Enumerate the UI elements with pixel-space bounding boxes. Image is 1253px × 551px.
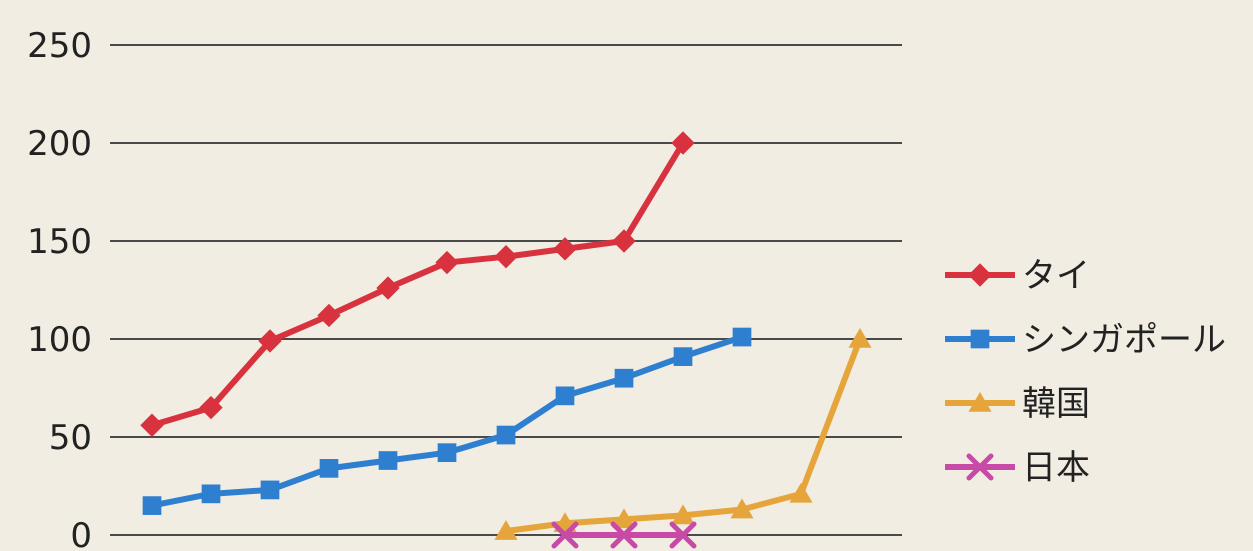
legend-label: 日本	[1022, 448, 1090, 488]
data-point	[437, 443, 457, 463]
data-point	[317, 303, 341, 328]
y-tick-label: 50	[49, 418, 92, 458]
data-point	[730, 498, 754, 519]
series-4	[551, 521, 697, 549]
data-point	[260, 480, 280, 500]
data-point	[142, 496, 162, 515]
data-point	[789, 482, 813, 503]
data-point	[614, 368, 634, 388]
data-point	[970, 329, 990, 349]
y-tick-label: 250	[27, 26, 92, 66]
data-point	[966, 453, 994, 481]
data-point	[140, 413, 164, 437]
y-tick-label: 150	[27, 222, 92, 262]
y-axis-tick-labels: 0 50 100 150 200 250	[27, 26, 92, 551]
series-line	[151, 334, 743, 509]
data-point	[968, 263, 992, 287]
y-tick-label: 200	[27, 124, 92, 164]
gridlines	[110, 44, 902, 536]
series-lines	[140, 131, 872, 549]
data-point	[671, 504, 695, 525]
data-point	[732, 327, 752, 347]
series-2	[142, 327, 752, 515]
data-point	[376, 276, 400, 300]
data-point	[551, 521, 579, 549]
data-point	[435, 250, 459, 275]
series-line	[151, 141, 686, 429]
series-1	[140, 131, 695, 437]
data-point	[258, 329, 282, 353]
data-point	[494, 520, 518, 540]
data-point	[553, 237, 577, 261]
legend-item: 韓国	[945, 384, 1090, 424]
legend-item: シンガポール	[945, 320, 1226, 360]
data-point	[848, 328, 872, 348]
y-tick-label: 0	[70, 516, 92, 551]
data-point	[612, 508, 636, 529]
data-point	[669, 521, 697, 549]
data-point	[201, 484, 221, 504]
data-point	[319, 459, 339, 478]
data-point	[968, 392, 992, 412]
data-point	[555, 386, 575, 406]
data-point	[494, 244, 518, 269]
data-point	[496, 425, 516, 445]
legend-item: タイ	[945, 256, 1090, 296]
data-point	[610, 521, 638, 549]
legend-item: 日本	[945, 448, 1090, 488]
data-point	[612, 229, 636, 253]
data-point	[671, 131, 695, 155]
legend-label: シンガポール	[1022, 320, 1226, 360]
y-tick-label: 100	[27, 320, 92, 360]
series-3	[494, 328, 872, 540]
data-point	[378, 451, 398, 470]
legend-label: タイ	[1022, 256, 1090, 296]
data-point	[673, 347, 693, 366]
data-point	[199, 395, 223, 420]
legend-label: 韓国	[1022, 384, 1090, 424]
